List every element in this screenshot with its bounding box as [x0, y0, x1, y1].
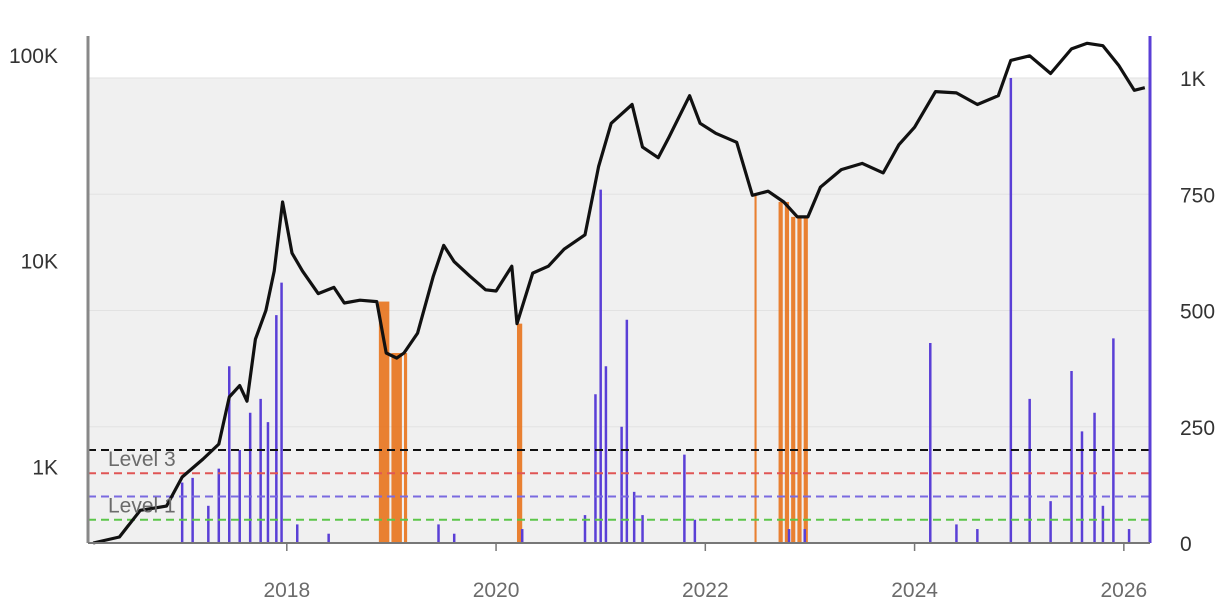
threshold-lines	[88, 449, 1150, 521]
price-line	[92, 41, 1146, 545]
left-axis-ticks: 100K 10K 1K	[9, 45, 58, 480]
highlight-band	[778, 201, 783, 543]
threshold-label: Level 3	[108, 448, 176, 471]
x-axis-ticks: 2018 2020 2022 2024 2026	[263, 543, 1147, 602]
x-tick-label: 2024	[891, 579, 938, 602]
highlight-band	[516, 323, 523, 543]
highlight-band	[803, 216, 808, 543]
axes	[86, 36, 1152, 544]
highlight-band	[797, 216, 802, 543]
right-tick-label: 250	[1180, 417, 1215, 440]
threshold-labels: Level 3 Level 1	[108, 448, 176, 518]
highlight-bands	[378, 195, 808, 543]
x-tick-label: 2026	[1100, 579, 1147, 602]
highlight-band	[784, 201, 790, 543]
right-tick-label: 0	[1180, 533, 1192, 556]
threshold-label: Level 1	[108, 495, 176, 518]
highlight-band	[754, 195, 757, 543]
highlight-band	[791, 216, 796, 543]
highlight-band	[391, 353, 402, 543]
left-tick-label: 100K	[9, 45, 58, 68]
right-tick-label: 500	[1180, 301, 1215, 324]
right-tick-label: 1K	[1180, 68, 1206, 91]
right-axis-ticks: 1K 750 500 250 0	[1180, 68, 1215, 556]
left-tick-label: 1K	[32, 457, 58, 480]
x-tick-label: 2020	[473, 579, 520, 602]
price-line-path	[92, 41, 1146, 545]
right-tick-label: 750	[1180, 184, 1215, 207]
left-tick-label: 10K	[21, 251, 58, 274]
highlight-band	[403, 353, 408, 543]
highlight-band	[378, 301, 390, 543]
x-tick-label: 2022	[682, 579, 729, 602]
x-tick-label: 2018	[263, 579, 310, 602]
